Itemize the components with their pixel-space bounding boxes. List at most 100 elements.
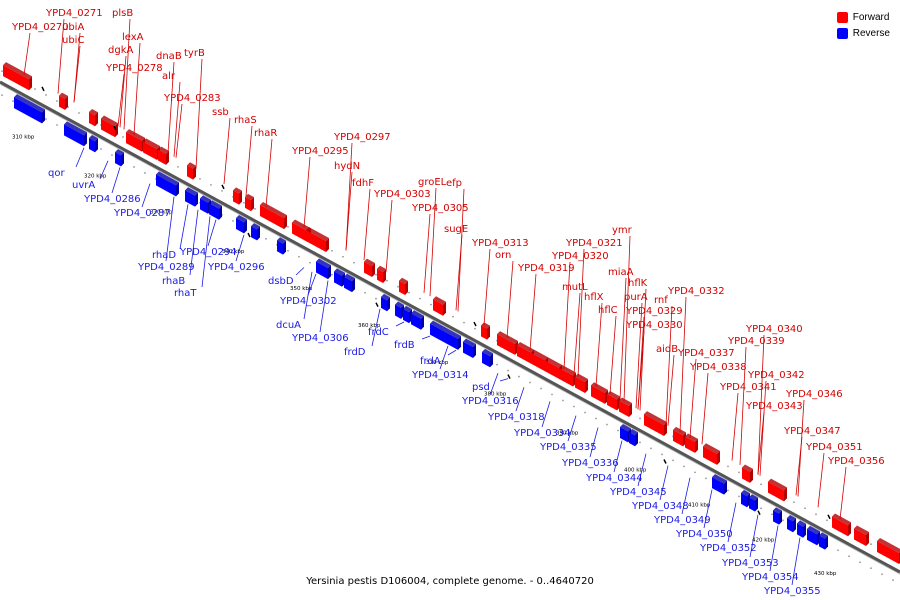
kbp-tick-label: 310 kbp <box>12 135 35 141</box>
reverse-leader-line <box>727 502 737 543</box>
forward-gene-label: ubiA <box>62 22 84 33</box>
minor-tick-mark <box>892 579 894 582</box>
minor-tick-mark <box>771 513 773 516</box>
minor-tick-mark <box>815 513 817 516</box>
reverse-gene-edge <box>387 297 390 312</box>
minor-tick-mark <box>243 201 245 204</box>
minor-tick-mark <box>551 393 553 396</box>
minor-tick-mark <box>639 417 641 420</box>
forward-gene-edge <box>284 215 287 230</box>
reverse-leader-line <box>421 335 431 340</box>
reverse-gene-top <box>620 424 631 432</box>
reverse-leader-line <box>499 378 509 382</box>
reverse-leader-line <box>659 465 669 501</box>
reverse-gene-edge <box>219 205 222 220</box>
reverse-leader-line <box>75 147 85 168</box>
forward-gene-top <box>673 426 686 436</box>
kbp-tick-label: 330 kbp <box>150 210 173 216</box>
minor-tick-mark <box>617 429 619 432</box>
kbp-tick-label: 360 kbp <box>358 323 381 329</box>
kbp-tick-label: 420 kbp <box>752 537 775 543</box>
reverse-gene-label: rhaB <box>162 276 185 287</box>
forward-leader-line <box>506 260 514 339</box>
minor-tick-mark <box>727 489 729 492</box>
reverse-gene-edge <box>458 335 461 350</box>
forward-gene <box>673 429 683 447</box>
forward-gene <box>517 344 531 364</box>
forward-gene <box>685 436 695 453</box>
reverse-gene-label: YPD4_0335 <box>539 442 597 453</box>
minor-tick-mark <box>34 88 36 90</box>
forward-gene-label: hflX <box>584 292 604 303</box>
forward-gene-edge <box>629 402 632 417</box>
minor-tick-mark <box>430 303 432 306</box>
kbp-tick-label: 320 kbp <box>84 174 107 180</box>
minor-tick-mark <box>100 148 102 150</box>
forward-leader-line <box>133 42 141 135</box>
forward-gene-top <box>101 115 118 127</box>
forward-gene-label: ubiC <box>62 35 84 46</box>
minor-tick-mark <box>584 411 586 414</box>
minor-tick-mark <box>353 261 355 264</box>
forward-gene-label: YPD4_0347 <box>783 426 841 437</box>
forward-leader-line <box>265 138 273 207</box>
reverse-leader-line <box>489 372 499 396</box>
forward-gene-label: mutL <box>562 282 588 293</box>
reverse-leader-line <box>111 167 121 194</box>
minor-tick-mark <box>650 447 652 450</box>
reverse-gene <box>115 152 121 167</box>
forward-gene-label: hflC <box>598 305 618 316</box>
forward-gene-top <box>497 331 518 344</box>
reverse-gene-top <box>712 474 727 484</box>
reverse-gene-edge <box>328 265 331 280</box>
reverse-leader-line <box>447 349 457 356</box>
reverse-leader-line <box>791 537 801 586</box>
reverse-gene-label: YPD4_0318 <box>487 412 545 423</box>
forward-gene-label: YPD4_0346 <box>785 389 843 400</box>
kbp-tick-label: 390 kbp <box>556 431 579 437</box>
forward-leader-line <box>385 199 393 273</box>
minor-tick-mark <box>56 100 58 102</box>
reverse-gene <box>381 296 387 312</box>
forward-leader-line <box>689 358 697 438</box>
forward-gene-label: rhaR <box>254 128 277 139</box>
minor-tick-mark <box>837 549 839 552</box>
minor-tick-mark <box>375 297 377 300</box>
forward-leader-line <box>423 213 431 293</box>
minor-tick-mark <box>881 573 883 576</box>
forward-gene <box>364 261 372 278</box>
hypothetical-gene-mark <box>247 232 251 238</box>
reverse-gene-top <box>251 223 260 230</box>
forward-gene-label: YPD4_0303 <box>373 189 431 200</box>
forward-gene <box>877 540 899 564</box>
forward-gene <box>575 376 585 393</box>
reverse-gene <box>411 313 421 330</box>
legend-label-reverse: Reverse <box>852 27 890 39</box>
reverse-gene-top <box>277 237 286 244</box>
minor-tick-mark <box>738 495 740 498</box>
forward-gene-top <box>59 92 68 99</box>
reverse-gene <box>334 271 342 287</box>
forward-leader-line <box>167 61 175 154</box>
reverse-gene-edge <box>779 510 782 525</box>
forward-gene <box>607 393 617 411</box>
reverse-gene-top <box>89 134 98 142</box>
forward-swatch <box>836 11 848 23</box>
forward-gene-top <box>591 382 608 393</box>
forward-gene-edge <box>193 165 196 180</box>
minor-tick-mark <box>705 477 707 480</box>
reverse-gene-top <box>787 514 796 522</box>
minor-tick-mark <box>804 507 806 510</box>
reverse-gene-label: YPD4_0287 <box>113 208 171 219</box>
reverse-gene-top <box>430 320 461 339</box>
forward-gene-edge <box>251 197 254 212</box>
forward-gene-top <box>619 397 632 406</box>
forward-leader-line <box>195 58 203 169</box>
reverse-gene <box>773 510 779 525</box>
kbp-tick-label: 380 kbp <box>484 392 507 398</box>
forward-gene-label: YPD4_0283 <box>163 93 221 104</box>
forward-leader-line <box>123 18 131 130</box>
reverse-gene-edge <box>195 192 198 207</box>
forward-gene-label: YPD4_0332 <box>667 286 725 297</box>
